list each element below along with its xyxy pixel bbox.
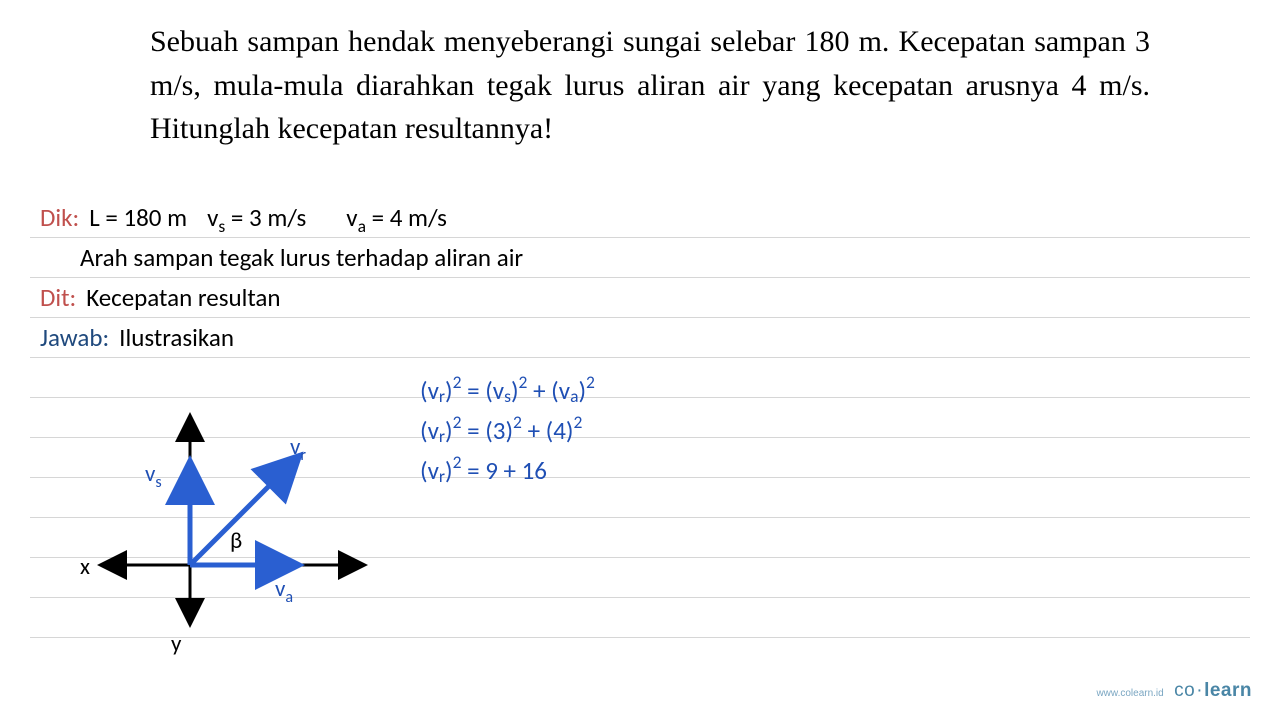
vector-diagram: x y vs va vr β [75,405,395,665]
given-note-row: Arah sampan tegak lurus terhadap aliran … [30,238,1250,278]
given-note: Arah sampan tegak lurus terhadap aliran … [80,242,523,273]
asked-text: Kecepatan resultan [86,282,280,313]
label-x: x [80,553,90,581]
answer-label: Jawab: [40,322,109,353]
page: Sebuah sampan hendak menyeberangi sungai… [0,0,1280,720]
blank-row-1 [30,358,1250,398]
footer-url: www.colearn.id [1096,688,1163,699]
given-vs: vs = 3 m/s [207,202,306,233]
label-y: y [171,630,181,658]
eq-line-2: (vr)2 = (3)2 + (4)2 [420,410,595,450]
asked-row: Dit: Kecepatan resultan [30,278,1250,318]
given-va: va = 4 m/s [346,202,447,233]
label-vr: vr [290,433,306,461]
label-vs: vs [145,460,162,488]
label-va: va [275,575,293,603]
eq-line-1: (vr)2 = (vs)2 + (va)2 [420,370,595,410]
given-label: Dik: [40,202,79,233]
problem-statement: Sebuah sampan hendak menyeberangi sungai… [150,20,1150,151]
eq-line-3: (vr)2 = 9 + 16 [420,450,595,490]
answer-text: Ilustrasikan [119,322,234,353]
asked-label: Dit: [40,282,76,313]
equations-column: (vr)2 = (vs)2 + (va)2 (vr)2 = (3)2 + (4)… [420,370,595,490]
footer-brand: co·learn [1174,680,1252,701]
label-beta: β [230,527,242,555]
given-row: Dik: L = 180 m vs = 3 m/s va = 4 m/s [30,198,1250,238]
answer-row: Jawab: Ilustrasikan [30,318,1250,358]
given-L: L = 180 m [89,202,187,233]
footer: www.colearn.id co·learn [1096,680,1252,702]
